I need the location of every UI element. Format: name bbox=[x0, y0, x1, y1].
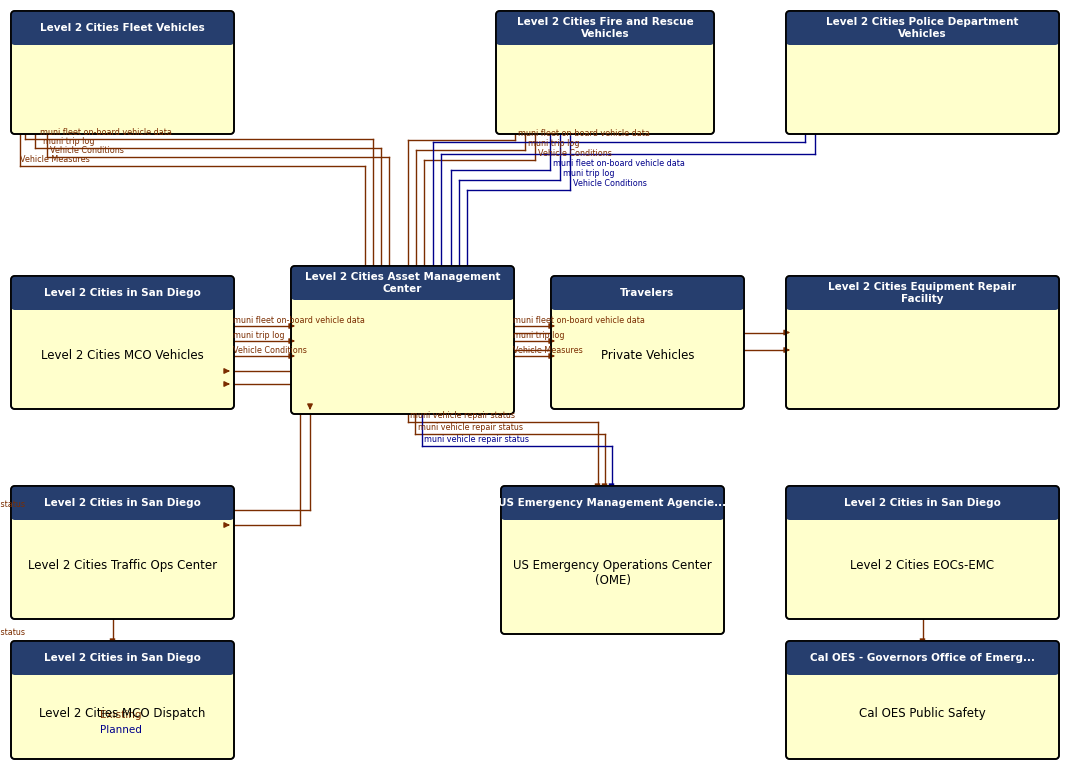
Text: Level 2 Cities MCO Vehicles: Level 2 Cities MCO Vehicles bbox=[41, 349, 204, 362]
Polygon shape bbox=[500, 28, 710, 41]
FancyBboxPatch shape bbox=[11, 486, 234, 520]
Polygon shape bbox=[790, 503, 1055, 516]
Text: muni vehicle repair status: muni vehicle repair status bbox=[0, 500, 25, 509]
FancyBboxPatch shape bbox=[11, 276, 234, 409]
FancyBboxPatch shape bbox=[291, 266, 514, 300]
FancyBboxPatch shape bbox=[11, 276, 234, 310]
FancyBboxPatch shape bbox=[11, 641, 234, 759]
FancyBboxPatch shape bbox=[496, 11, 714, 45]
Text: muni fleet on-board vehicle data: muni fleet on-board vehicle data bbox=[233, 316, 365, 325]
FancyBboxPatch shape bbox=[786, 11, 1059, 45]
Text: muni fleet on-board vehicle data: muni fleet on-board vehicle data bbox=[513, 316, 644, 325]
Text: muni trip log: muni trip log bbox=[233, 331, 285, 340]
Polygon shape bbox=[555, 293, 740, 306]
Text: Vehicle Conditions: Vehicle Conditions bbox=[574, 179, 647, 188]
Text: Level 2 Cities in San Diego: Level 2 Cities in San Diego bbox=[844, 498, 1001, 508]
FancyBboxPatch shape bbox=[11, 641, 234, 675]
Polygon shape bbox=[15, 293, 230, 306]
FancyBboxPatch shape bbox=[551, 276, 744, 310]
Text: muni vehicle repair status: muni vehicle repair status bbox=[418, 423, 522, 432]
Text: Level 2 Cities Equipment Repair
Facility: Level 2 Cities Equipment Repair Facility bbox=[828, 282, 1017, 304]
FancyBboxPatch shape bbox=[786, 276, 1059, 409]
Text: Level 2 Cities MCO Dispatch: Level 2 Cities MCO Dispatch bbox=[40, 707, 206, 719]
FancyBboxPatch shape bbox=[11, 486, 234, 619]
FancyBboxPatch shape bbox=[786, 641, 1059, 759]
Polygon shape bbox=[15, 28, 230, 41]
Text: Cal OES Public Safety: Cal OES Public Safety bbox=[859, 707, 986, 719]
Polygon shape bbox=[790, 658, 1055, 671]
Text: muni fleet on-board vehicle data: muni fleet on-board vehicle data bbox=[518, 129, 650, 138]
FancyBboxPatch shape bbox=[500, 486, 724, 520]
FancyBboxPatch shape bbox=[786, 276, 1059, 310]
Text: muni trip log: muni trip log bbox=[513, 331, 565, 340]
Text: Level 2 Cities in San Diego: Level 2 Cities in San Diego bbox=[44, 288, 201, 298]
Text: Level 2 Cities in San Diego: Level 2 Cities in San Diego bbox=[44, 653, 201, 663]
Text: Level 2 Cities Fire and Rescue
Vehicles: Level 2 Cities Fire and Rescue Vehicles bbox=[517, 17, 694, 39]
Polygon shape bbox=[790, 28, 1055, 41]
Text: muni fleet on-board vehicle data: muni fleet on-board vehicle data bbox=[553, 159, 685, 168]
Text: muni vehicle repair status: muni vehicle repair status bbox=[424, 435, 529, 444]
Polygon shape bbox=[505, 503, 720, 516]
Text: Level 2 Cities in San Diego: Level 2 Cities in San Diego bbox=[44, 498, 201, 508]
Text: Planned: Planned bbox=[100, 725, 142, 735]
Text: Level 2 Cities Fleet Vehicles: Level 2 Cities Fleet Vehicles bbox=[40, 23, 205, 33]
FancyBboxPatch shape bbox=[291, 266, 514, 414]
Text: Level 2 Cities Traffic Ops Center: Level 2 Cities Traffic Ops Center bbox=[28, 559, 217, 572]
Text: Vehicle Conditions: Vehicle Conditions bbox=[50, 146, 124, 155]
Text: muni vehicle repair status: muni vehicle repair status bbox=[410, 411, 516, 420]
FancyBboxPatch shape bbox=[11, 11, 234, 45]
FancyBboxPatch shape bbox=[496, 11, 714, 134]
Text: Level 2 Cities EOCs-EMC: Level 2 Cities EOCs-EMC bbox=[851, 559, 995, 572]
Text: muni fleet on-board vehicle data: muni fleet on-board vehicle data bbox=[40, 128, 172, 137]
Text: muni trip log: muni trip log bbox=[528, 139, 580, 148]
FancyBboxPatch shape bbox=[11, 11, 234, 134]
Polygon shape bbox=[15, 503, 230, 516]
Text: Vehicle Measures: Vehicle Measures bbox=[20, 155, 90, 164]
Text: muni trip log: muni trip log bbox=[43, 137, 95, 146]
Polygon shape bbox=[790, 293, 1055, 306]
FancyBboxPatch shape bbox=[786, 641, 1059, 675]
Text: Vehicle Conditions: Vehicle Conditions bbox=[233, 346, 307, 355]
Text: Level 2 Cities Police Department
Vehicles: Level 2 Cities Police Department Vehicle… bbox=[826, 17, 1019, 39]
Polygon shape bbox=[15, 658, 230, 671]
FancyBboxPatch shape bbox=[786, 486, 1059, 619]
Text: Existing: Existing bbox=[100, 710, 142, 720]
Text: US Emergency Management Agencie...: US Emergency Management Agencie... bbox=[498, 498, 727, 508]
FancyBboxPatch shape bbox=[551, 276, 744, 409]
FancyBboxPatch shape bbox=[786, 11, 1059, 134]
Text: Private Vehicles: Private Vehicles bbox=[600, 349, 694, 362]
Text: Cal OES - Governors Office of Emerg...: Cal OES - Governors Office of Emerg... bbox=[810, 653, 1035, 663]
Text: Vehicle Conditions: Vehicle Conditions bbox=[538, 149, 612, 158]
Polygon shape bbox=[295, 283, 510, 296]
FancyBboxPatch shape bbox=[500, 486, 724, 634]
FancyBboxPatch shape bbox=[786, 486, 1059, 520]
Text: muni vehicle repair status: muni vehicle repair status bbox=[0, 628, 25, 637]
Text: US Emergency Operations Center
(OME): US Emergency Operations Center (OME) bbox=[513, 559, 712, 587]
Text: Level 2 Cities Asset Management
Center: Level 2 Cities Asset Management Center bbox=[305, 272, 500, 294]
Text: Travelers: Travelers bbox=[621, 288, 674, 298]
Text: muni trip log: muni trip log bbox=[563, 169, 614, 178]
Text: Vehicle Measures: Vehicle Measures bbox=[513, 346, 583, 355]
